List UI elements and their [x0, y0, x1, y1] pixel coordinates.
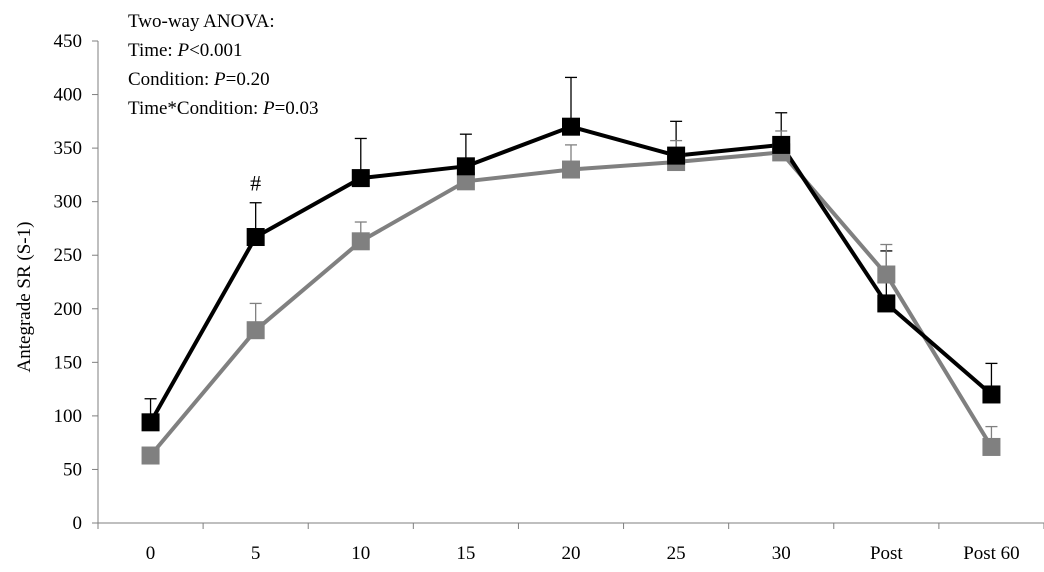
error-bars [144, 76, 998, 447]
series-marker [141, 446, 160, 465]
x-tick-label: Post 60 [963, 543, 1020, 564]
series-marker [877, 265, 896, 284]
y-tick-label: 150 [54, 352, 83, 373]
series-line [149, 150, 994, 457]
x-tick-label: 5 [251, 543, 261, 564]
series-marker [456, 157, 475, 176]
series-marker [246, 321, 265, 340]
y-tick-label: 0 [73, 513, 83, 534]
x-tick-label: 10 [351, 543, 370, 564]
stats-line-1: Two-way ANOVA: [128, 11, 275, 32]
series-marker [351, 232, 370, 251]
x-tick-label: 15 [456, 543, 475, 564]
series-group [141, 117, 1001, 465]
y-tick-label: 350 [54, 138, 83, 159]
y-axis-label: Antegrade SR (S-1) [14, 222, 35, 373]
x-tick-label: 0 [146, 543, 156, 564]
series-marker [982, 385, 1001, 404]
series-marker [141, 413, 160, 432]
series-marker [456, 172, 475, 191]
series-marker [667, 146, 686, 165]
series-marker [562, 160, 580, 179]
x-tick-label: 30 [772, 543, 791, 564]
stats-line-4: Time*Condition: P=0.03 [128, 98, 319, 119]
y-tick-label: 100 [54, 406, 83, 427]
y-tick-label: 250 [54, 245, 83, 266]
x-tick-label: Post [870, 543, 903, 564]
stats-line-2: Time: P<0.001 [128, 40, 243, 61]
y-ticks: 0 50 100 150 200 250 300 350 400 450 [54, 31, 98, 534]
series-marker [351, 169, 370, 188]
y-tick-label: 450 [54, 31, 83, 52]
series-marker [982, 437, 1001, 456]
y-tick-label: 200 [54, 299, 83, 320]
y-tick-label: 300 [54, 192, 83, 213]
series-marker [877, 294, 896, 313]
stats-annotation: Two-way ANOVA: Time: P<0.001 Condition: … [128, 11, 319, 119]
axes [97, 41, 1044, 524]
x-ticks: 0 5 10 15 20 25 30 Post Post 60 [97, 523, 1044, 564]
series-marker [772, 135, 791, 154]
y-tick-label: 400 [54, 85, 83, 106]
x-tick-label: 20 [562, 543, 581, 564]
stats-line-3: Condition: P=0.20 [128, 69, 270, 90]
series-marker [246, 228, 265, 247]
series-marker [562, 117, 580, 136]
y-tick-label: 50 [63, 459, 82, 480]
significance-marker: # [250, 171, 261, 196]
x-tick-label: 25 [667, 543, 686, 564]
